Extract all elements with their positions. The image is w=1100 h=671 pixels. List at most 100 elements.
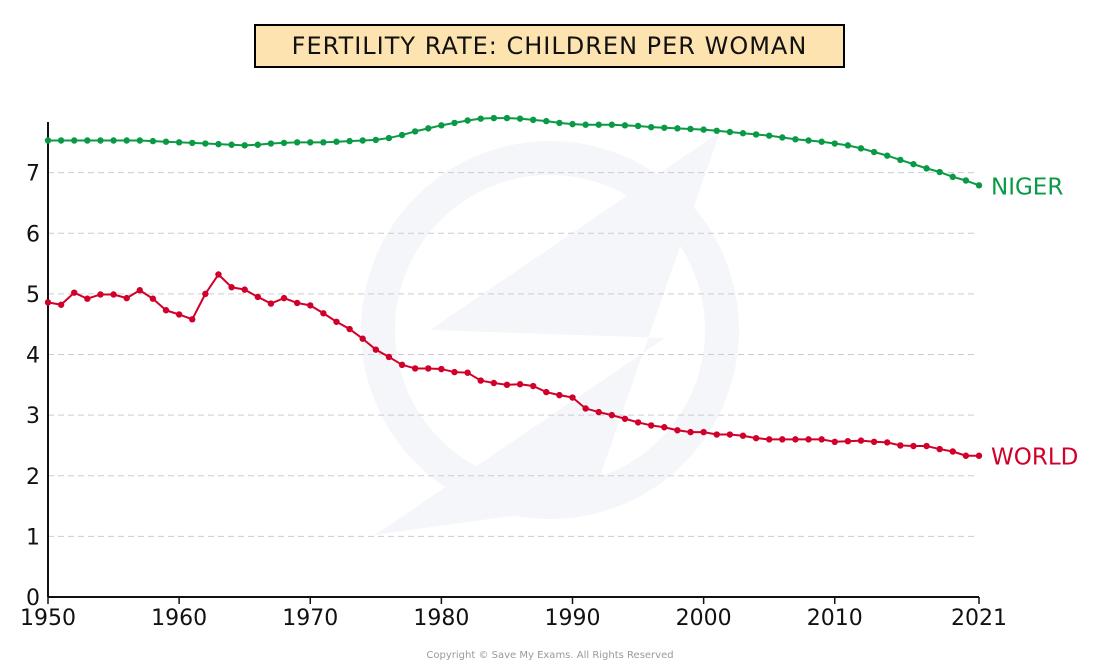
data-point-world	[451, 368, 458, 376]
y-tick-label: 0	[26, 586, 40, 611]
x-tick-label: 1970	[282, 606, 338, 631]
data-point-world	[490, 379, 498, 387]
data-point-niger	[385, 134, 393, 142]
y-tick-label: 7	[26, 162, 40, 187]
data-point-niger	[516, 115, 524, 122]
data-point-world	[97, 291, 104, 298]
data-point-niger	[202, 140, 209, 147]
data-point-world	[962, 452, 970, 459]
data-point-niger	[149, 137, 157, 145]
data-point-niger	[438, 122, 445, 129]
x-tick-label: 2000	[676, 606, 732, 631]
data-point-niger	[621, 122, 629, 129]
data-point-niger	[884, 152, 891, 159]
data-point-niger	[307, 139, 314, 146]
data-point-world	[870, 438, 878, 445]
data-point-world	[805, 436, 812, 443]
data-point-niger	[752, 131, 760, 138]
data-point-niger	[831, 140, 838, 147]
data-point-niger	[674, 125, 681, 132]
x-tick-label: 1980	[413, 606, 469, 631]
data-point-world	[438, 365, 445, 373]
data-point-world	[661, 424, 668, 431]
data-point-niger	[792, 136, 799, 143]
data-point-niger	[254, 141, 262, 148]
data-point-world	[910, 442, 917, 450]
data-point-niger	[411, 128, 419, 135]
data-point-world	[792, 436, 799, 443]
data-point-world	[254, 293, 262, 301]
data-point-niger	[726, 128, 734, 136]
data-point-niger	[543, 117, 550, 125]
data-point-niger	[634, 122, 642, 130]
y-tick-label: 4	[26, 344, 40, 369]
data-point-niger	[175, 139, 183, 146]
data-point-world	[556, 391, 563, 399]
data-point-world	[44, 299, 52, 306]
y-tick-label: 5	[26, 283, 40, 308]
y-axis-ticks: 0 1 2 3 4 5 6 7	[26, 162, 40, 611]
data-point-niger	[897, 156, 904, 164]
data-point-niger	[857, 145, 865, 152]
data-point-world	[857, 437, 865, 444]
data-point-niger	[189, 139, 196, 147]
data-point-niger	[241, 142, 248, 149]
data-point-world	[543, 388, 550, 396]
x-axis-ticks: 1950 1960 1970 1980 1990 2000 2010 2021	[20, 597, 1007, 631]
data-point-niger	[71, 137, 78, 144]
y-tick-label: 2	[26, 465, 40, 490]
data-point-world	[411, 365, 419, 372]
data-point-niger	[608, 121, 616, 128]
data-point-world	[57, 301, 65, 308]
data-point-niger	[529, 116, 537, 124]
y-tick-label: 1	[26, 525, 40, 550]
data-point-niger	[451, 119, 458, 127]
data-point-world	[477, 377, 484, 384]
data-point-niger	[57, 137, 65, 144]
data-point-world	[700, 428, 707, 436]
data-point-world	[385, 353, 393, 361]
data-point-niger	[162, 138, 170, 145]
data-point-world	[503, 381, 511, 389]
data-point-world	[582, 405, 589, 412]
data-point-world	[923, 442, 930, 450]
x-tick-label: 1990	[545, 606, 601, 631]
data-point-world	[280, 294, 288, 302]
data-point-niger	[464, 117, 471, 124]
data-point-world	[765, 436, 773, 443]
data-point-world	[674, 427, 681, 434]
data-point-niger	[490, 114, 498, 122]
data-point-world	[884, 439, 891, 446]
data-point-niger	[647, 123, 655, 131]
data-point-niger	[923, 165, 930, 172]
data-point-world	[320, 310, 327, 317]
data-point-world	[123, 294, 130, 302]
data-point-world	[779, 436, 786, 443]
series-group: NIGER WORLD	[44, 114, 1078, 471]
data-point-niger	[398, 131, 406, 139]
data-point-world	[228, 284, 235, 291]
data-point-world	[398, 361, 406, 369]
data-point-world	[516, 381, 524, 388]
data-point-niger	[425, 125, 432, 132]
data-point-niger	[844, 142, 852, 149]
data-point-niger	[333, 138, 340, 145]
data-point-niger	[84, 137, 91, 144]
data-point-world	[975, 452, 983, 459]
data-point-world	[136, 287, 143, 294]
axes	[47, 122, 979, 598]
data-point-world	[752, 434, 760, 442]
data-point-niger	[372, 136, 380, 144]
data-point-world	[726, 431, 734, 438]
data-point-world	[267, 300, 275, 307]
data-point-niger	[556, 119, 563, 127]
data-point-world	[202, 290, 209, 298]
data-point-world	[162, 307, 170, 314]
data-point-world	[241, 286, 248, 293]
data-point-world	[215, 271, 222, 278]
data-point-world	[110, 291, 117, 298]
data-point-world	[346, 325, 353, 333]
data-point-world	[71, 289, 78, 296]
data-point-niger	[569, 120, 576, 128]
data-point-niger	[346, 137, 353, 145]
